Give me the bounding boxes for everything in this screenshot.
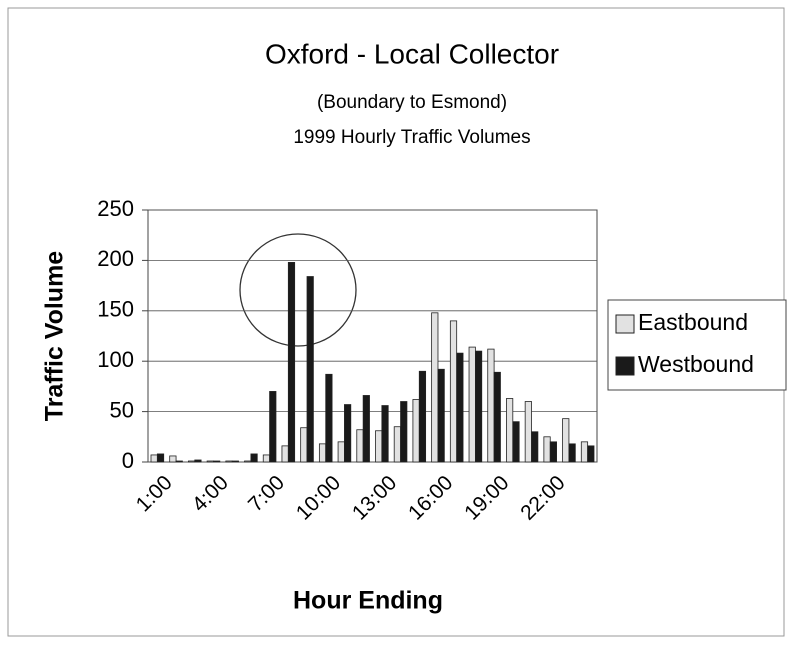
legend-swatch xyxy=(615,356,635,376)
bar xyxy=(437,368,445,463)
bar xyxy=(356,429,364,463)
bar xyxy=(318,443,327,463)
bar xyxy=(344,404,352,463)
bar xyxy=(306,276,314,463)
bar xyxy=(449,320,458,463)
bar xyxy=(262,454,271,463)
bar xyxy=(194,459,202,463)
chart-subtitle: (Boundary to Esmond) xyxy=(317,92,507,113)
bar xyxy=(244,460,252,463)
legend-label: Eastbound xyxy=(638,309,748,335)
bar xyxy=(524,401,532,463)
y-tick-label: 150 xyxy=(97,297,134,322)
bar xyxy=(225,460,233,463)
chart-subtitle: 1999 Hourly Traffic Volumes xyxy=(293,127,530,148)
bar xyxy=(512,421,520,463)
bar xyxy=(400,401,408,463)
bar xyxy=(431,312,439,463)
x-tick-label: 1:00 xyxy=(132,471,177,516)
y-tick-label: 250 xyxy=(97,196,134,221)
bar xyxy=(474,350,483,463)
x-tick-label: 7:00 xyxy=(244,471,289,516)
bar xyxy=(468,346,476,463)
bar xyxy=(362,395,370,463)
bar xyxy=(493,371,501,463)
legend-label: Westbound xyxy=(638,351,754,377)
bar xyxy=(175,460,183,463)
bar xyxy=(281,445,289,463)
bar xyxy=(456,352,464,463)
bar xyxy=(381,405,389,463)
bar xyxy=(269,391,277,463)
bar xyxy=(231,460,239,463)
bar xyxy=(506,398,514,463)
bar xyxy=(487,348,495,463)
bar xyxy=(543,436,551,463)
chart-title: Oxford - Local Collector xyxy=(265,38,559,69)
bar xyxy=(568,443,576,463)
x-tick-label: 16:00 xyxy=(404,471,457,524)
y-tick-label: 200 xyxy=(97,246,134,271)
bar xyxy=(250,453,258,463)
legend-box xyxy=(607,299,787,391)
x-axis-label: Hour Ending xyxy=(293,587,443,615)
bar xyxy=(156,453,165,463)
bar xyxy=(206,460,214,463)
bar xyxy=(375,430,383,463)
bar xyxy=(393,426,401,463)
y-tick-label: 0 xyxy=(122,448,134,473)
bar xyxy=(587,445,595,463)
bar xyxy=(150,454,158,463)
bar xyxy=(337,441,345,463)
x-tick-label: 4:00 xyxy=(188,471,233,516)
bar xyxy=(412,399,420,463)
legend-swatch xyxy=(615,314,635,334)
bar xyxy=(287,262,296,463)
y-tick-label: 100 xyxy=(97,347,134,372)
bar xyxy=(580,441,589,463)
highlight-circle xyxy=(239,233,357,347)
bar xyxy=(300,427,308,463)
bar xyxy=(169,455,177,463)
bar xyxy=(531,431,539,463)
y-axis-label: Traffic Volume xyxy=(41,251,69,422)
bar xyxy=(418,370,427,463)
bar xyxy=(562,418,570,463)
bar xyxy=(213,460,221,463)
bar xyxy=(549,441,557,463)
bar xyxy=(188,460,196,463)
y-tick-label: 50 xyxy=(110,397,134,422)
bar xyxy=(325,373,333,463)
x-tick-label: 13:00 xyxy=(348,471,401,524)
x-tick-label: 19:00 xyxy=(460,471,513,524)
x-tick-label: 10:00 xyxy=(292,471,345,524)
x-tick-label: 22:00 xyxy=(516,471,569,524)
